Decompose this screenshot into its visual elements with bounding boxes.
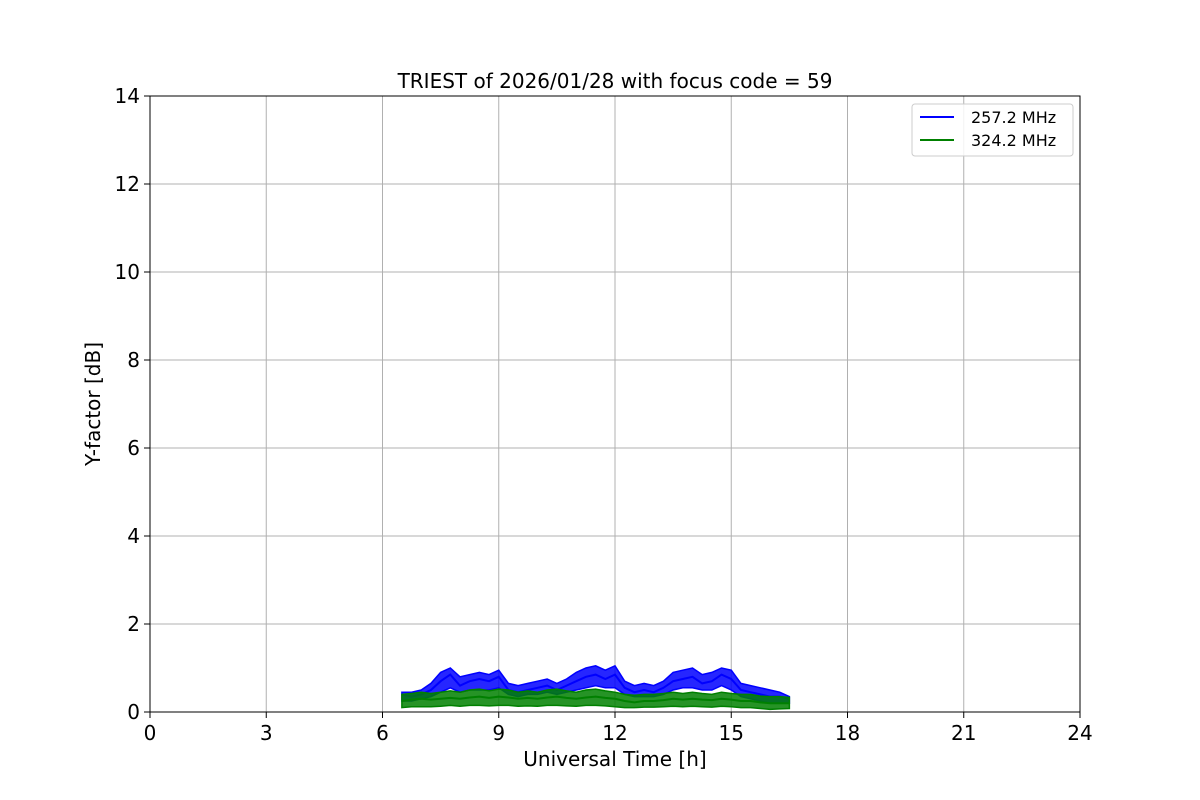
series-band-324-2-mhz [401, 688, 791, 711]
x-axis: 0 3 6 9 12 15 18 21 24 [144, 712, 1093, 745]
x-tick-label: 21 [951, 721, 976, 745]
x-tick-label: 6 [376, 721, 389, 745]
y-axis-label: Y-factor [dB] [81, 342, 105, 467]
y-tick-label: 6 [127, 436, 140, 460]
x-tick-label: 9 [492, 721, 505, 745]
x-tick-label: 18 [835, 721, 860, 745]
legend: 257.2 MHz 324.2 MHz [911, 103, 1074, 157]
y-tick-label: 2 [127, 612, 140, 636]
chart-title: TRIEST of 2026/01/28 with focus code = 5… [397, 69, 833, 93]
x-tick-label: 12 [602, 721, 627, 745]
x-tick-label: 24 [1067, 721, 1092, 745]
x-tick-label: 15 [719, 721, 744, 745]
y-tick-label: 10 [115, 260, 140, 284]
y-tick-label: 14 [115, 84, 140, 108]
y-tick-label: 4 [127, 524, 140, 548]
y-axis: 0 2 4 6 8 10 12 14 [115, 84, 150, 724]
y-tick-label: 8 [127, 348, 140, 372]
x-tick-label: 3 [260, 721, 273, 745]
legend-label: 324.2 MHz [971, 131, 1056, 150]
x-axis-label: Universal Time [h] [523, 747, 706, 771]
y-tick-label: 12 [115, 172, 140, 196]
series-line-324-2-mhz [401, 695, 790, 705]
y-tick-label: 0 [127, 700, 140, 724]
series-line-257-2-mhz [401, 673, 790, 700]
series-layer [401, 664, 791, 711]
x-tick-label: 0 [144, 721, 157, 745]
legend-label: 257.2 MHz [971, 108, 1056, 127]
